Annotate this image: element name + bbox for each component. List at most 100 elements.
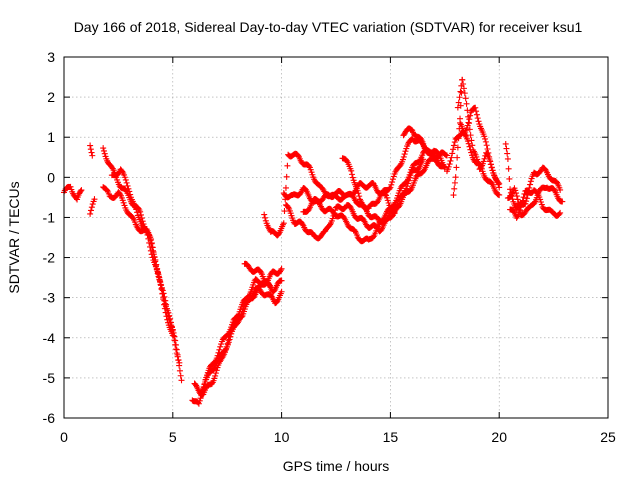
- series-track: [504, 184, 566, 219]
- series-track: [87, 142, 96, 159]
- data-point: [239, 305, 246, 312]
- data-point: [175, 356, 182, 363]
- data-point: [222, 347, 229, 354]
- data-points: [61, 76, 566, 407]
- grid: [64, 57, 608, 418]
- data-point: [473, 111, 480, 118]
- x-tick-label: 5: [169, 429, 177, 445]
- data-point: [383, 194, 390, 201]
- data-point: [480, 158, 487, 165]
- data-point: [155, 269, 162, 276]
- data-point: [504, 155, 511, 162]
- data-point: [355, 190, 362, 197]
- series-track: [443, 128, 503, 198]
- data-point: [177, 372, 184, 379]
- data-point: [557, 186, 564, 193]
- data-point: [356, 193, 363, 200]
- data-point: [387, 184, 394, 191]
- data-point: [456, 94, 463, 101]
- data-point: [67, 183, 74, 190]
- data-point: [462, 95, 469, 102]
- data-point: [457, 88, 464, 95]
- data-point: [399, 156, 406, 163]
- data-point: [146, 231, 153, 238]
- data-point: [507, 186, 514, 193]
- data-point: [435, 150, 442, 157]
- data-point: [163, 313, 170, 320]
- data-point: [452, 174, 459, 181]
- tick-labels: 0 5 10 15 20 25 -6 -5 -4 -3 -2 -1 0 1 2 3: [43, 49, 616, 445]
- data-point: [517, 207, 524, 214]
- data-point: [278, 288, 285, 295]
- data-point: [517, 204, 524, 211]
- data-point: [171, 337, 178, 344]
- data-point: [161, 305, 168, 312]
- series-track: [241, 260, 274, 291]
- data-point: [158, 285, 165, 292]
- data-point: [227, 333, 234, 340]
- data-point: [195, 400, 202, 407]
- data-point: [155, 273, 162, 280]
- data-point: [454, 154, 461, 161]
- data-point: [445, 163, 452, 170]
- data-point: [87, 207, 94, 214]
- data-point: [466, 126, 473, 133]
- y-tick-label: -2: [43, 250, 56, 266]
- y-tick-label: -5: [43, 370, 56, 386]
- series-track: [87, 196, 98, 217]
- data-point: [402, 148, 409, 155]
- data-point: [212, 370, 219, 377]
- data-point: [148, 240, 155, 247]
- data-point: [417, 135, 424, 142]
- data-point: [283, 173, 290, 180]
- data-point: [267, 284, 274, 291]
- data-point: [519, 197, 526, 204]
- x-tick-label: 20: [491, 429, 507, 445]
- y-tick-label: -1: [43, 209, 56, 225]
- data-point: [395, 203, 402, 210]
- data-point: [454, 104, 461, 111]
- series-track: [282, 156, 427, 242]
- data-point: [237, 313, 244, 320]
- data-point: [120, 199, 127, 206]
- data-point: [505, 165, 512, 172]
- data-point: [100, 145, 107, 152]
- data-point: [454, 144, 461, 151]
- data-point: [176, 367, 183, 374]
- data-point: [122, 187, 129, 194]
- data-point: [496, 191, 503, 198]
- series-track: [300, 146, 448, 225]
- data-point: [451, 179, 458, 186]
- data-point: [161, 301, 168, 308]
- data-point: [463, 125, 470, 132]
- data-point: [513, 193, 520, 200]
- x-tick-label: 0: [60, 429, 68, 445]
- data-point: [122, 176, 129, 183]
- series-track: [100, 145, 185, 384]
- data-point: [449, 150, 456, 157]
- data-point: [464, 122, 471, 129]
- data-point: [156, 277, 163, 284]
- y-tick-label: 3: [47, 49, 55, 65]
- data-point: [77, 188, 84, 195]
- data-point: [527, 178, 534, 185]
- data-point: [468, 137, 475, 144]
- data-point: [448, 154, 455, 161]
- data-point: [473, 108, 480, 115]
- data-point: [466, 116, 473, 123]
- data-point: [261, 211, 268, 218]
- data-point: [400, 153, 407, 160]
- data-point: [514, 196, 521, 203]
- data-point: [91, 196, 98, 203]
- data-point: [512, 187, 519, 194]
- data-point: [348, 167, 355, 174]
- data-point: [238, 311, 245, 318]
- data-point: [88, 204, 95, 211]
- data-point: [153, 261, 160, 268]
- y-tick-label: -6: [43, 410, 56, 426]
- data-point: [515, 200, 522, 207]
- data-point: [258, 269, 265, 276]
- data-point: [164, 316, 171, 323]
- data-point: [152, 256, 159, 263]
- data-point: [467, 146, 474, 153]
